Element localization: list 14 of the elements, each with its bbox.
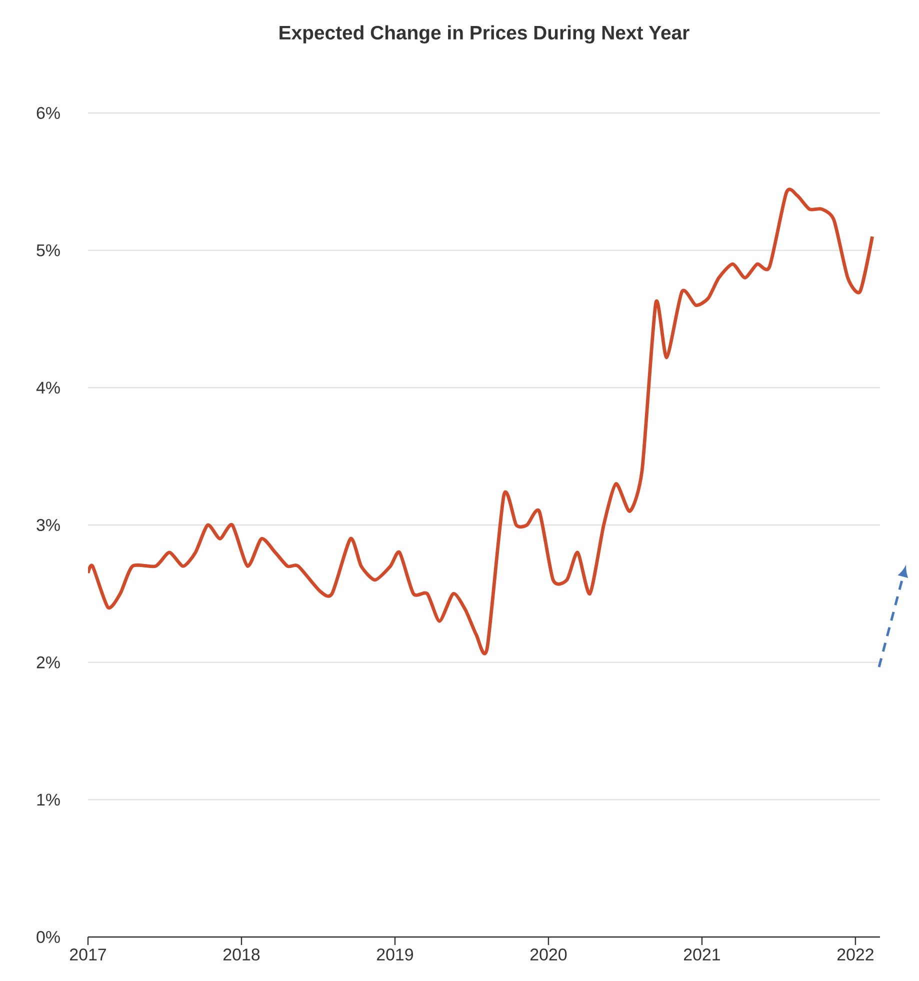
y-tick-label: 3% [36,519,60,531]
x-tick-label: 2021 [684,948,720,961]
y-tick-label: 2% [36,656,60,668]
chart-title: Expected Change in Prices During Next Year [280,25,690,44]
y-tick-label: 4% [36,382,60,394]
x-tick-label: 2018 [224,948,260,961]
x-tick-label: 2022 [837,948,874,961]
y-tick-label: 6% [36,106,60,119]
x-tick-label: 2017 [70,948,106,961]
x-tick-label: 2020 [530,948,567,961]
y-tick-label: 1% [37,794,60,806]
y-tick-label: 0% [36,931,60,943]
y-tick-label: 5% [36,244,60,256]
x-tick-label: 2019 [377,948,414,961]
